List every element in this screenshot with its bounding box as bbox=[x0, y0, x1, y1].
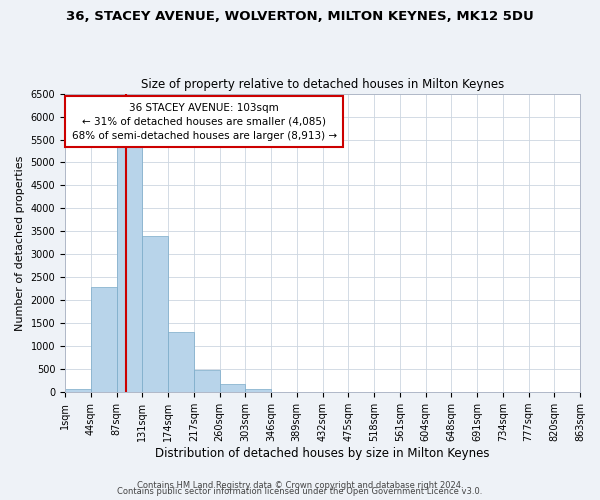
Bar bbox=[116, 142, 142, 392]
Title: Size of property relative to detached houses in Milton Keynes: Size of property relative to detached ho… bbox=[141, 78, 504, 91]
Text: 36 STACEY AVENUE: 103sqm
← 31% of detached houses are smaller (4,085)
68% of sem: 36 STACEY AVENUE: 103sqm ← 31% of detach… bbox=[71, 102, 337, 141]
X-axis label: Distribution of detached houses by size in Milton Keynes: Distribution of detached houses by size … bbox=[155, 447, 490, 460]
Text: Contains HM Land Registry data © Crown copyright and database right 2024.: Contains HM Land Registry data © Crown c… bbox=[137, 480, 463, 490]
Y-axis label: Number of detached properties: Number of detached properties bbox=[15, 155, 25, 330]
Bar bbox=[65, 389, 91, 392]
Bar bbox=[245, 388, 271, 392]
Bar bbox=[168, 332, 194, 392]
Bar bbox=[194, 370, 220, 392]
Bar bbox=[142, 236, 168, 392]
Bar bbox=[220, 384, 245, 392]
Text: 36, STACEY AVENUE, WOLVERTON, MILTON KEYNES, MK12 5DU: 36, STACEY AVENUE, WOLVERTON, MILTON KEY… bbox=[66, 10, 534, 23]
Bar bbox=[91, 286, 116, 392]
Text: Contains public sector information licensed under the Open Government Licence v3: Contains public sector information licen… bbox=[118, 488, 482, 496]
